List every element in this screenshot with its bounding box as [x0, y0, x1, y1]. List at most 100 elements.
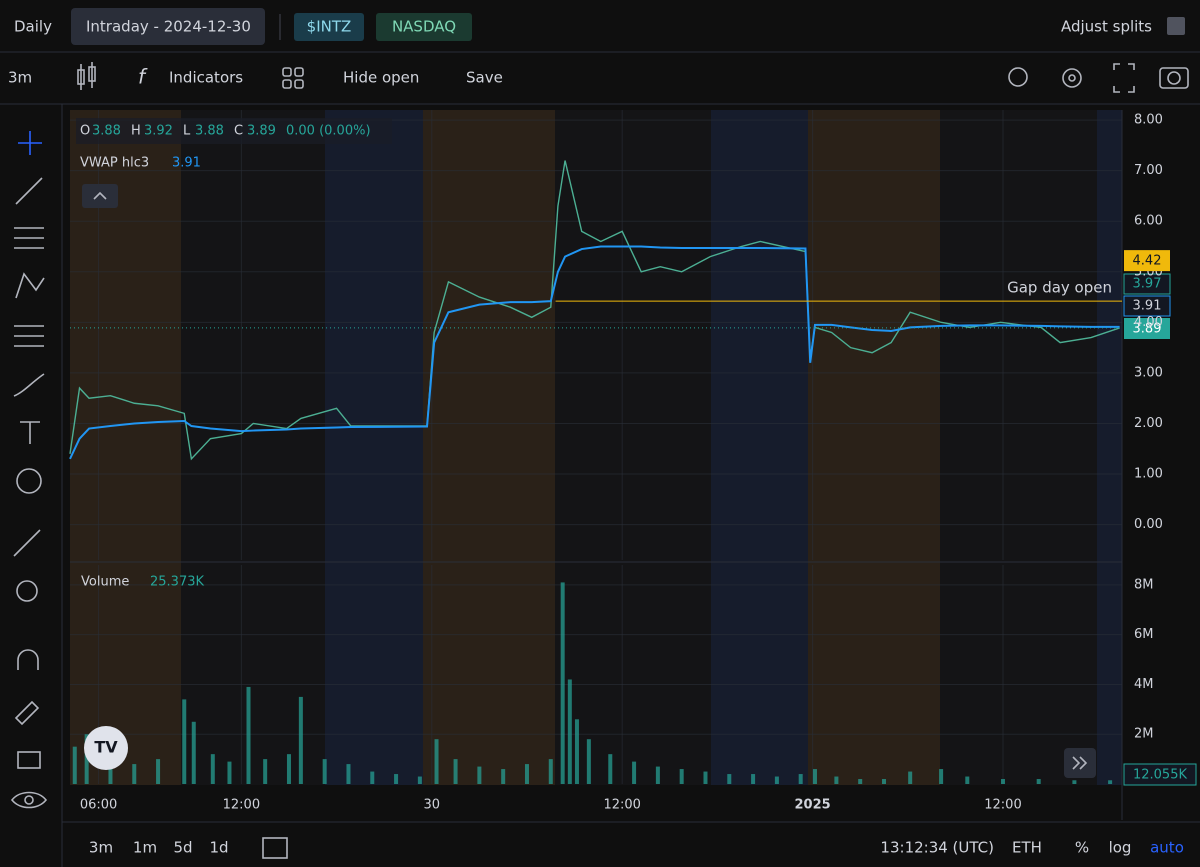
volume-bar — [182, 699, 187, 784]
logo-mark[interactable]: TV — [94, 738, 118, 757]
right-icons[interactable] — [1008, 63, 1189, 93]
x-tick-label: 30 — [424, 798, 441, 813]
sessions — [70, 110, 1122, 785]
volume-bar — [774, 776, 779, 784]
exchange-chip[interactable] — [376, 13, 472, 41]
indicators[interactable]: Indicators — [169, 69, 243, 87]
legend-o: 3.88 — [92, 124, 121, 139]
volume-bar — [477, 766, 482, 784]
volume-bar — [298, 696, 303, 784]
last-price-badge-text: 3.89 — [1133, 322, 1162, 337]
volume-bar — [72, 746, 77, 784]
adjust-splits[interactable]: Adjust splits — [1061, 18, 1152, 36]
volume-bar — [703, 771, 708, 784]
exchange[interactable]: NASDAQ — [392, 18, 456, 36]
symbol-chip[interactable] — [294, 13, 364, 41]
drawing-tools[interactable] — [10, 131, 48, 809]
y-tick-label: 6.00 — [1134, 214, 1163, 229]
legend-volume-value: 25.373K — [150, 575, 204, 590]
x-tick-label: 12:00 — [984, 798, 1021, 813]
volume-bar — [286, 754, 291, 784]
legend-h: 3.92 — [144, 124, 173, 139]
volume-bar — [346, 764, 351, 784]
scroll-icon[interactable] — [1072, 756, 1088, 770]
range[interactable]: Intraday - 2024-12-30 — [86, 18, 251, 36]
volume-bar — [679, 769, 684, 784]
volume-bar — [655, 766, 660, 784]
percent[interactable]: % — [1075, 839, 1089, 857]
legend-change: 0.00 (0.00%) — [286, 124, 371, 139]
volume-bar — [434, 739, 439, 784]
volume-bar — [453, 759, 458, 784]
volume-bar — [727, 774, 732, 784]
price-line — [69, 160, 1120, 461]
y-tick-label: 2.00 — [1134, 416, 1163, 431]
vwap-line — [69, 245, 1120, 460]
layout-icon[interactable] — [282, 67, 304, 89]
volume-bar — [370, 771, 375, 784]
range-1d[interactable]: 1d — [209, 839, 228, 857]
volume-bar — [263, 759, 268, 784]
range-button[interactable] — [71, 8, 265, 45]
goto-icon[interactable] — [262, 837, 288, 859]
legend-l-label: L — [183, 124, 191, 139]
volume-bar — [1000, 779, 1005, 784]
legend-vwap: VWAP hlc3 — [80, 156, 149, 171]
session[interactable]: ETH — [1012, 839, 1042, 857]
y-tick-label: 4.00 — [1134, 315, 1163, 330]
checkbox[interactable] — [1167, 17, 1185, 35]
volume-bar — [560, 582, 565, 784]
clock: 13:12:34 (UTC) — [880, 839, 994, 857]
volume-bar — [858, 779, 863, 784]
volume-bar — [246, 686, 251, 784]
volume-bar — [965, 776, 970, 784]
volume-bar — [132, 764, 137, 784]
collapse-button[interactable] — [82, 184, 118, 208]
vwap-badge-text: 3.91 — [1133, 299, 1162, 314]
volume-badge — [1123, 763, 1197, 786]
symbol[interactable]: $INTZ — [307, 18, 352, 36]
fx-icon[interactable]: f — [138, 65, 148, 89]
legend-c-label: C — [234, 124, 243, 139]
volume-bar — [812, 769, 817, 784]
gap-open-label: Gap day open — [1007, 279, 1112, 297]
range-1m[interactable]: 1m — [133, 839, 157, 857]
range-3m[interactable]: 3m — [89, 839, 113, 857]
hide-open[interactable]: Hide open — [343, 69, 419, 87]
volume-bar — [524, 764, 529, 784]
auto[interactable]: auto — [1150, 839, 1184, 857]
volume-bar — [191, 721, 196, 784]
log[interactable]: log — [1109, 839, 1132, 857]
volume-bar — [227, 761, 232, 784]
x-tick-label: 12:00 — [223, 798, 260, 813]
volume-bar — [84, 734, 89, 784]
volume-bar — [939, 769, 944, 784]
legend-vwap-value: 3.91 — [172, 156, 201, 171]
volume-badge-text: 12.055K — [1133, 768, 1187, 783]
legend-l: 3.88 — [195, 124, 224, 139]
legend-o-label: O — [80, 124, 90, 139]
legend-volume: Volume — [81, 575, 129, 590]
other-badge-text: 3.97 — [1133, 277, 1162, 292]
gap-open-badge — [1124, 250, 1170, 272]
timeframe[interactable]: 3m — [8, 69, 32, 87]
volume-bar — [108, 759, 113, 784]
other-badge — [1123, 273, 1171, 295]
volume-bar — [834, 776, 839, 784]
volume-bar — [156, 759, 161, 784]
x-tick-label: 12:00 — [603, 798, 640, 813]
logo[interactable] — [84, 726, 128, 770]
volume-bar — [881, 779, 886, 784]
save[interactable]: Save — [466, 69, 503, 87]
candle-icon[interactable] — [77, 62, 96, 90]
range-5d[interactable]: 5d — [173, 839, 192, 857]
interval[interactable]: Daily — [14, 18, 52, 36]
volume-bar — [501, 769, 506, 784]
volume-bar — [574, 719, 579, 784]
volume-bar — [210, 754, 215, 784]
y-tick-label: 0.00 — [1134, 517, 1163, 532]
chevron[interactable] — [93, 191, 107, 200]
volume-bar — [1036, 779, 1041, 784]
last-price-badge — [1124, 318, 1170, 339]
y-tick-label: 7.00 — [1134, 163, 1163, 178]
